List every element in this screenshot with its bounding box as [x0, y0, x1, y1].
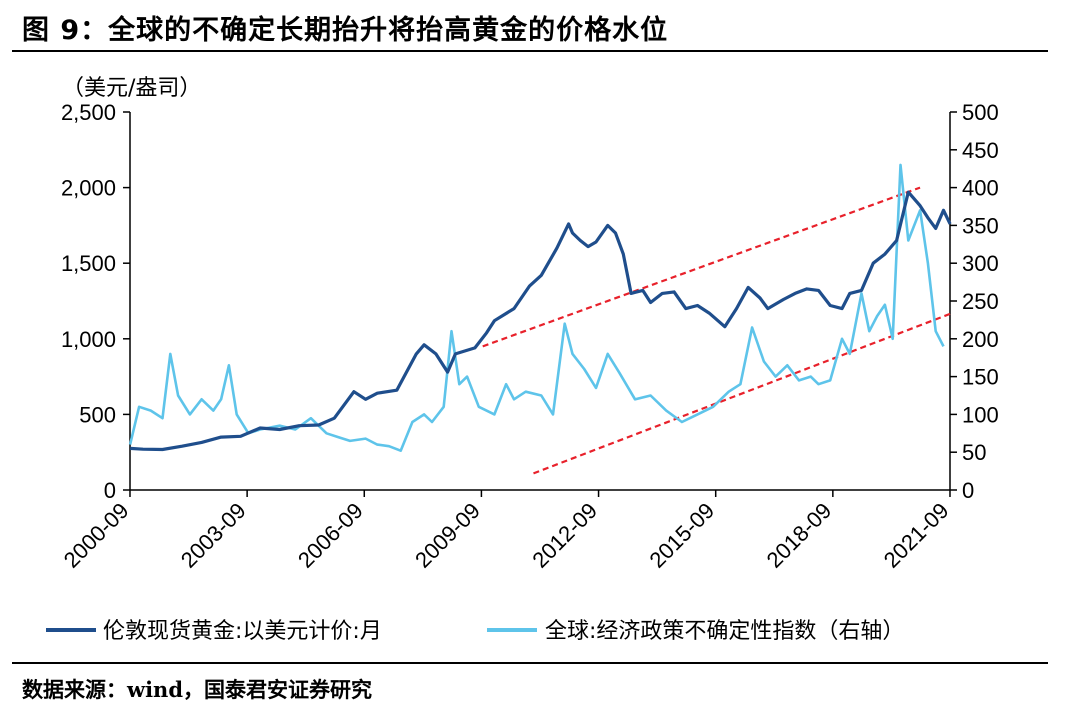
x-tick-label: 2012-09 [527, 498, 602, 573]
y-right-tick-label: 500 [962, 100, 999, 125]
source-note: 数据来源：wind，国泰君安证券研究 [22, 677, 373, 702]
x-tick-label: 2000-09 [59, 498, 134, 573]
y-right-tick-label: 450 [962, 138, 999, 163]
trend-line-dashed [533, 312, 951, 475]
x-tick-label: 2006-09 [293, 498, 368, 573]
title-divider [12, 50, 1048, 52]
series-lines [128, 163, 952, 452]
y-left-tick-label: 500 [79, 402, 116, 427]
y-right-tick-label: 350 [962, 213, 999, 238]
trend-line-dashed [482, 186, 921, 348]
y-right-tick-label: 250 [962, 289, 999, 314]
y-axis-unit-label: （美元/盎司） [62, 76, 201, 101]
x-tick-label: 2015-09 [644, 498, 719, 573]
x-tick-label: 2018-09 [762, 498, 837, 573]
y-right-tick-label: 100 [962, 402, 999, 427]
y-left-tick-label: 1,500 [61, 251, 116, 276]
y-left-tick-label: 0 [104, 478, 116, 503]
x-tick-label: 2003-09 [176, 498, 251, 573]
y-left-tick-label: 2,500 [61, 100, 116, 125]
legend-label-1: 伦敦现货黄金:以美元计价:月 [103, 619, 382, 644]
y-right-tick-label: 150 [962, 365, 999, 390]
chart-area: （美元/盎司） 0 500 1,000 1,500 2,000 2,500 0 50 100 150… [46, 76, 999, 644]
trend-lines [482, 186, 951, 475]
y-left-tick-label: 2,000 [61, 176, 116, 201]
figure-title: 图 9：全球的不确定长期抬升将抬高黄金的价格水位 [22, 15, 669, 46]
y-left-tick-label: 1,000 [61, 327, 116, 352]
y-right-tick-label: 200 [962, 327, 999, 352]
source-divider [12, 662, 1048, 664]
legend: 伦敦现货黄金:以美元计价:月 全球:经济政策不确定性指数（右轴） [46, 619, 904, 644]
x-tick-label: 2021-09 [879, 498, 954, 573]
x-tick-label: 2009-09 [410, 498, 485, 573]
y-right-tick-label: 400 [962, 176, 999, 201]
axes: （美元/盎司） 0 500 1,000 1,500 2,000 2,500 0 50 100 150… [59, 76, 999, 573]
y-right-tick-label: 0 [962, 478, 974, 503]
gold-price-line [130, 190, 952, 452]
y-right-tick-label: 50 [962, 440, 986, 465]
legend-label-2: 全球:经济政策不确定性指数（右轴） [545, 619, 904, 644]
uncertainty-index-line [128, 163, 945, 452]
y-right-tick-label: 300 [962, 251, 999, 276]
